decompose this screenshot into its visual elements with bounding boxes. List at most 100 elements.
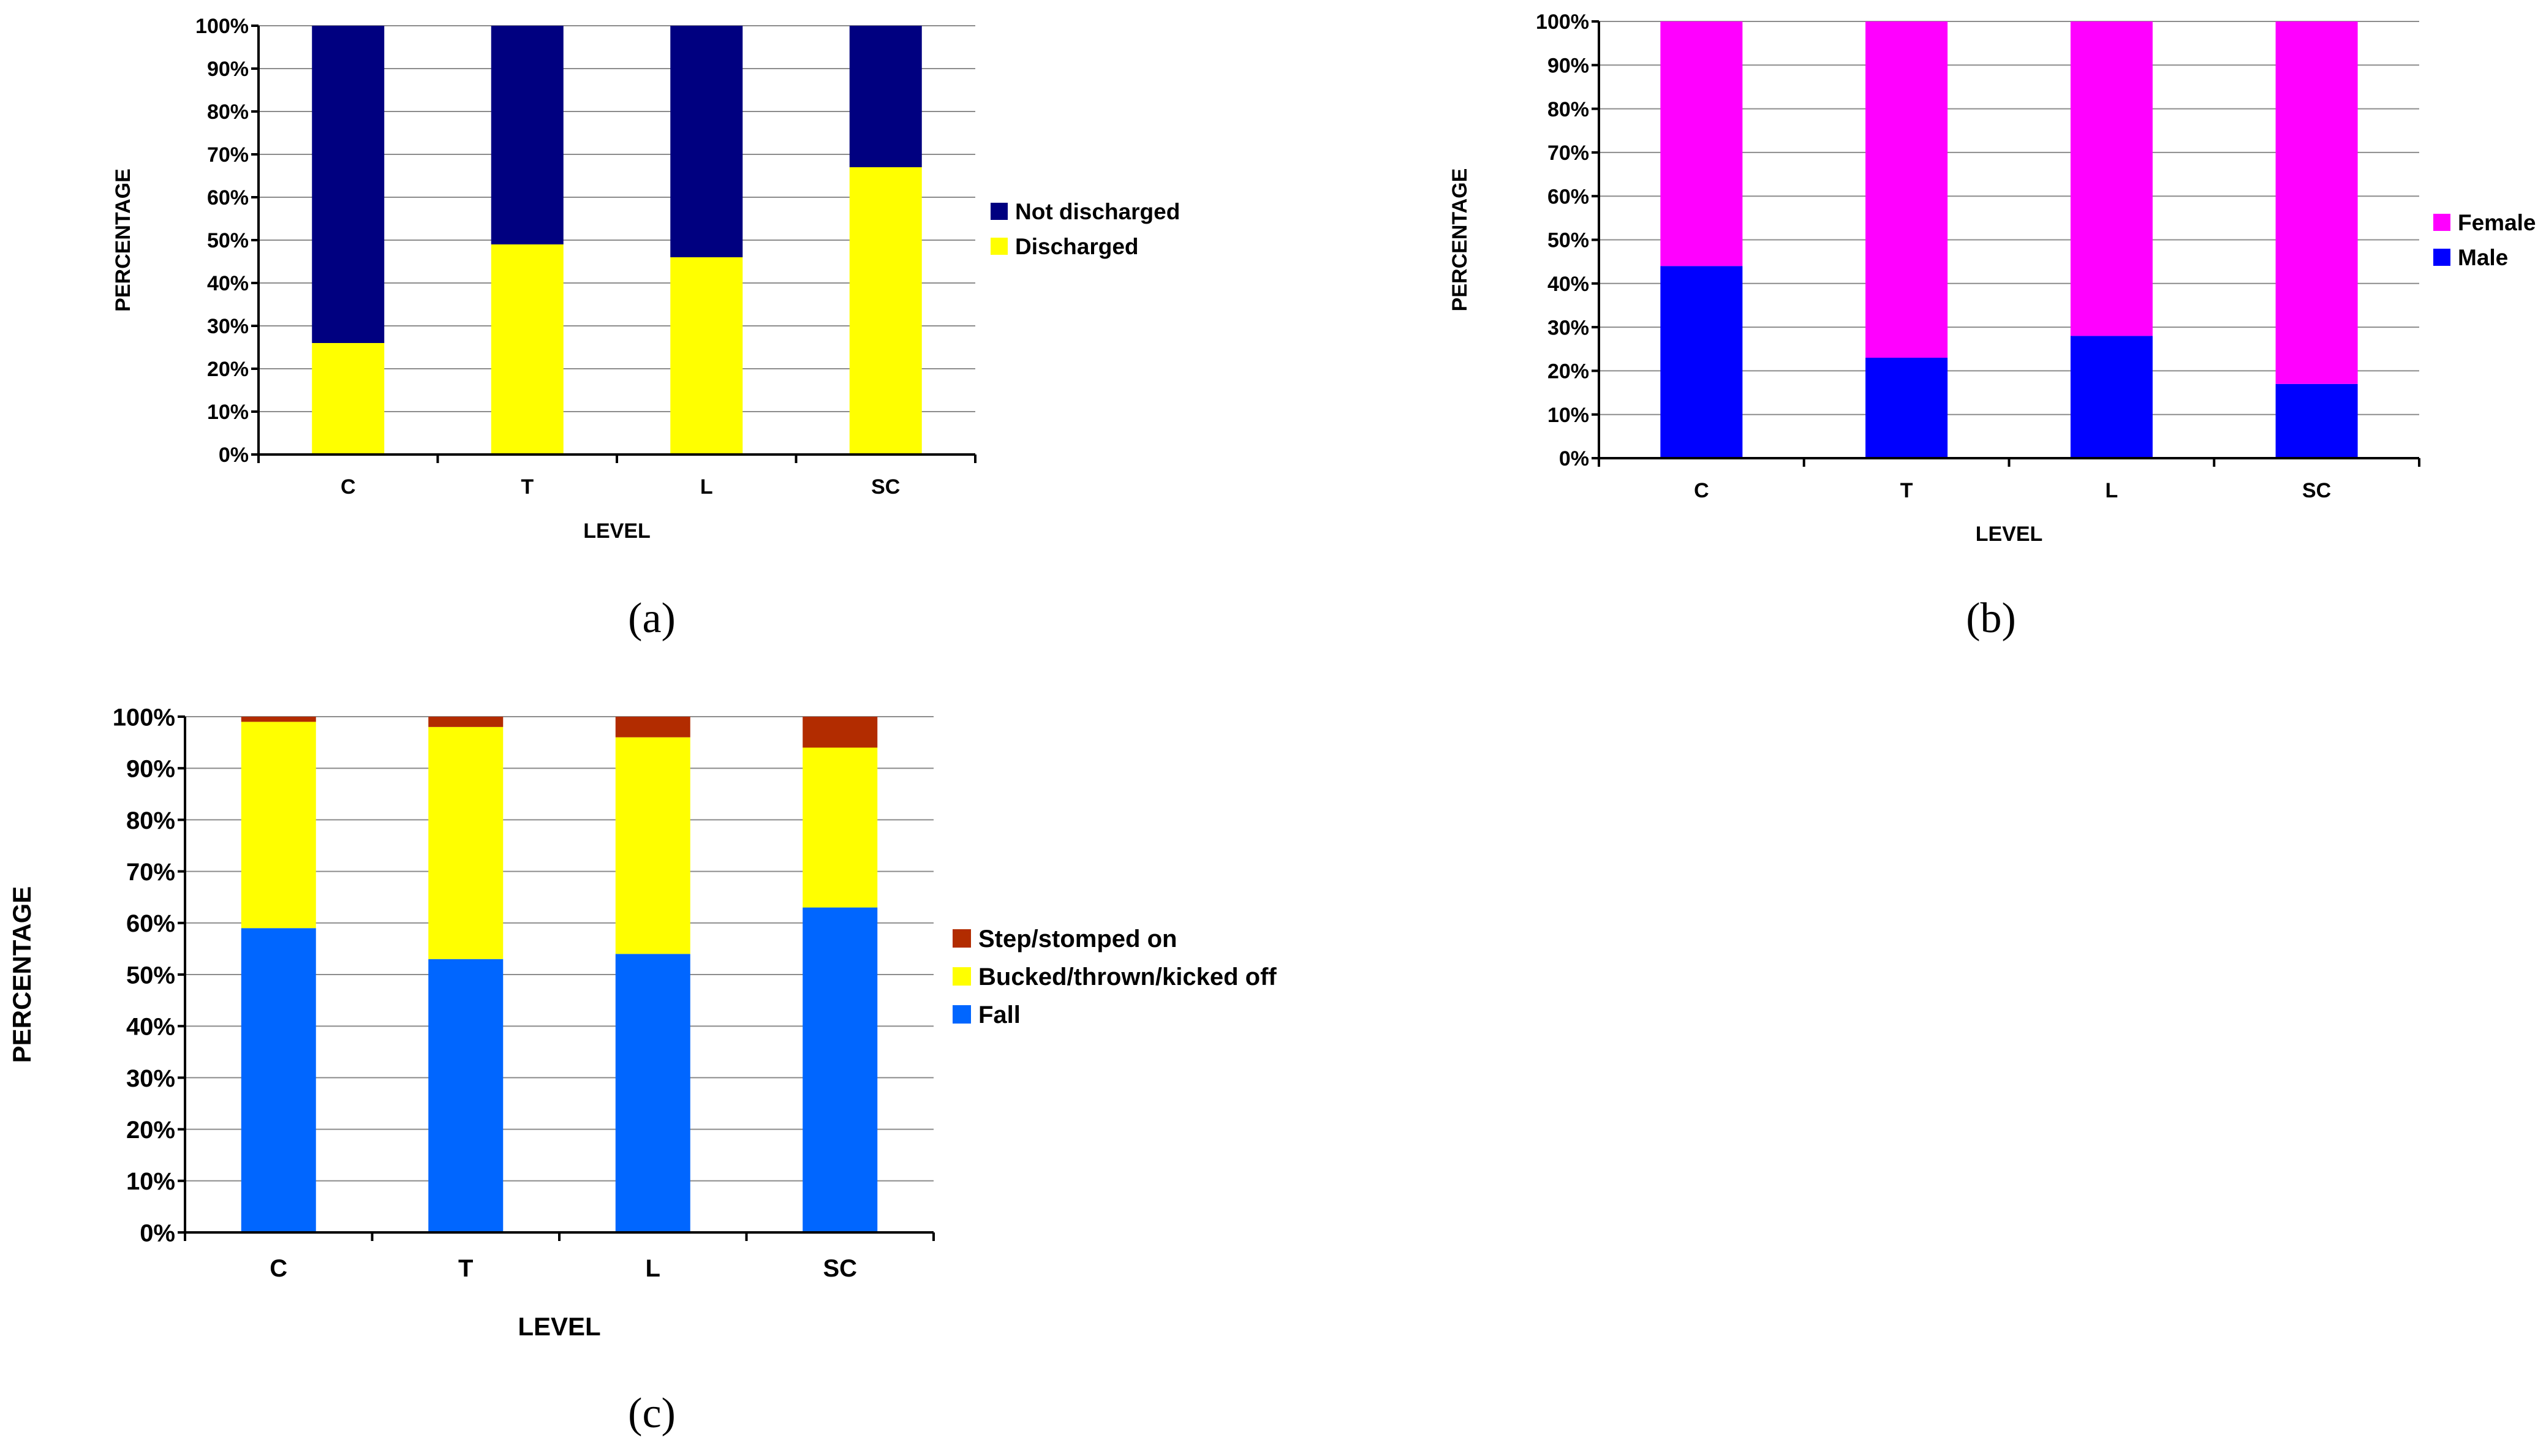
panel-label: (c) bbox=[628, 1390, 676, 1437]
y-tick-label: 0% bbox=[140, 1220, 175, 1247]
x-axis-title: LEVEL bbox=[518, 1312, 600, 1341]
bar-segment-step-stomped-on-c bbox=[241, 717, 316, 722]
y-axis-title: PERCENTAGE bbox=[7, 886, 36, 1063]
x-tick-label: T bbox=[521, 475, 534, 499]
bar-segment-fall-sc bbox=[803, 907, 878, 1232]
x-tick-label: C bbox=[1694, 479, 1709, 502]
bar-segment-step-stomped-on-t bbox=[428, 717, 504, 727]
bar-segment-bucked-thrown-kicked-off-c bbox=[241, 722, 316, 929]
legend-swatch bbox=[991, 203, 1008, 220]
bar-segment-female-t bbox=[1865, 21, 1948, 358]
y-tick-label: 50% bbox=[126, 962, 175, 989]
bar-segment-step-stomped-on-l bbox=[615, 717, 690, 737]
y-tick-label: 20% bbox=[207, 358, 249, 381]
bar-segment-fall-c bbox=[241, 928, 316, 1232]
y-tick-label: 80% bbox=[1547, 98, 1589, 121]
chart-panel-c: 0% 10% 20% 30% 40% 50% 60% 70% 80% 90% 100% C T L SC LE… bbox=[7, 704, 1277, 1437]
y-tick-label: 0% bbox=[219, 443, 249, 467]
legend-label: Step/stomped on bbox=[978, 926, 1177, 952]
legend-label: Female bbox=[2458, 210, 2536, 235]
x-tick-label: SC bbox=[823, 1255, 857, 1282]
legend-swatch bbox=[2433, 214, 2450, 231]
y-tick-label: 30% bbox=[1547, 316, 1589, 339]
bar-segment-female-c bbox=[1660, 21, 1743, 266]
bar-segment-discharged-c bbox=[312, 343, 385, 455]
y-tick-label: 30% bbox=[207, 315, 249, 338]
y-tick-label: 40% bbox=[1547, 273, 1589, 296]
bar-segment-male-sc bbox=[2275, 383, 2358, 458]
bar-segment-female-l bbox=[2070, 21, 2153, 336]
y-tick-label: 90% bbox=[1547, 55, 1589, 78]
x-tick-label: T bbox=[1900, 479, 1913, 502]
x-tick-label: SC bbox=[2302, 479, 2331, 502]
y-tick-label: 0% bbox=[1559, 447, 1589, 470]
y-tick-label: 100% bbox=[1536, 10, 1589, 34]
x-axis-title: LEVEL bbox=[1976, 522, 2043, 546]
y-axis-title: PERCENTAGE bbox=[1448, 168, 1471, 312]
y-tick-label: 10% bbox=[1547, 404, 1589, 427]
y-tick-label: 90% bbox=[207, 58, 249, 81]
bar-segment-not-discharged-t bbox=[491, 26, 564, 244]
x-tick-label: SC bbox=[871, 475, 900, 499]
bar-segment-not-discharged-c bbox=[312, 26, 385, 343]
y-tick-label: 20% bbox=[126, 1117, 175, 1144]
bar-segment-male-l bbox=[2070, 336, 2153, 458]
legend-swatch bbox=[991, 238, 1008, 255]
y-tick-label: 70% bbox=[126, 859, 175, 886]
y-tick-label: 30% bbox=[126, 1065, 175, 1092]
y-tick-label: 90% bbox=[126, 756, 175, 783]
y-tick-label: 80% bbox=[207, 100, 249, 124]
y-tick-label: 40% bbox=[126, 1014, 175, 1041]
y-tick-label: 20% bbox=[1547, 360, 1589, 383]
y-tick-label: 50% bbox=[207, 229, 249, 252]
legend-swatch bbox=[953, 929, 971, 948]
bar-segment-fall-t bbox=[428, 959, 504, 1232]
bar-segment-bucked-thrown-kicked-off-t bbox=[428, 726, 504, 959]
bar-segment-step-stomped-on-sc bbox=[803, 717, 878, 748]
bar-segment-female-sc bbox=[2275, 21, 2358, 384]
x-tick-label: L bbox=[700, 475, 713, 499]
x-axis-title: LEVEL bbox=[583, 519, 651, 543]
y-tick-label: 60% bbox=[207, 186, 249, 209]
panel-label: (a) bbox=[628, 595, 676, 642]
bar-segment-fall-l bbox=[615, 954, 690, 1232]
bar-segment-bucked-thrown-kicked-off-sc bbox=[803, 747, 878, 908]
y-tick-label: 50% bbox=[1547, 229, 1589, 252]
y-axis-title: PERCENTAGE bbox=[111, 168, 135, 312]
x-tick-label: C bbox=[341, 475, 356, 499]
legend-label: Fall bbox=[978, 1001, 1021, 1028]
legend-swatch bbox=[2433, 249, 2450, 266]
chart-panel-b: 0% 10% 20% 30% 40% 50% 60% 70% 80% 90% 100% C T L SC LE… bbox=[1448, 10, 2536, 642]
bar-segment-discharged-sc bbox=[849, 167, 922, 455]
bar-segment-bucked-thrown-kicked-off-l bbox=[615, 737, 690, 954]
legend-label: Male bbox=[2458, 245, 2508, 270]
y-tick-label: 10% bbox=[126, 1168, 175, 1195]
y-tick-label: 40% bbox=[207, 272, 249, 295]
y-tick-label: 70% bbox=[1547, 141, 1589, 165]
y-tick-label: 100% bbox=[113, 704, 175, 731]
bar-segment-not-discharged-l bbox=[670, 26, 743, 257]
x-tick-label: L bbox=[646, 1255, 660, 1282]
legend-label: Bucked/thrown/kicked off bbox=[978, 964, 1277, 990]
y-tick-label: 100% bbox=[195, 15, 249, 38]
x-tick-label: C bbox=[270, 1255, 287, 1282]
chart-panel-a: 0% 10% 20% 30% 40% 50% 60% 70% 80% 90% 100% C T L SC LE… bbox=[111, 15, 1180, 642]
y-tick-label: 60% bbox=[126, 910, 175, 937]
panel-label: (b) bbox=[1966, 595, 2016, 642]
bar-segment-not-discharged-sc bbox=[849, 26, 922, 167]
bar-segment-male-t bbox=[1865, 358, 1948, 458]
legend-label: Discharged bbox=[1015, 234, 1139, 259]
y-tick-label: 80% bbox=[126, 807, 175, 834]
bar-segment-discharged-l bbox=[670, 257, 743, 455]
y-tick-label: 10% bbox=[207, 401, 249, 424]
x-tick-label: T bbox=[458, 1255, 473, 1282]
legend-label: Not discharged bbox=[1015, 199, 1180, 224]
legend-swatch bbox=[953, 967, 971, 986]
y-tick-label: 70% bbox=[207, 143, 249, 167]
bar-segment-discharged-t bbox=[491, 244, 564, 455]
legend-swatch bbox=[953, 1005, 971, 1024]
y-tick-label: 60% bbox=[1547, 185, 1589, 208]
bar-segment-male-c bbox=[1660, 266, 1743, 458]
x-tick-label: L bbox=[2105, 479, 2118, 502]
